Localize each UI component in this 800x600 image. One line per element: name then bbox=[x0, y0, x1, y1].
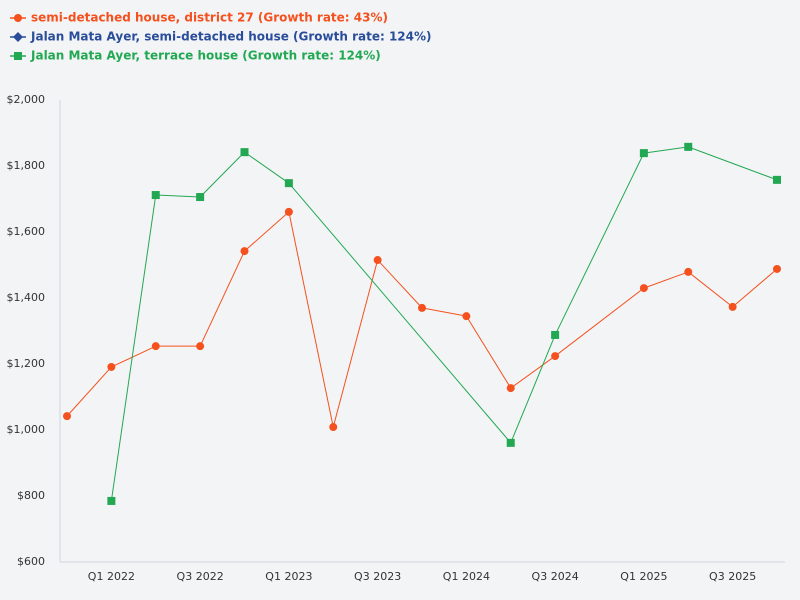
marker bbox=[773, 175, 781, 184]
line-segment bbox=[111, 345, 156, 368]
line-segment bbox=[155, 194, 201, 198]
marker bbox=[63, 412, 71, 421]
y-tick-label: $800 bbox=[17, 489, 45, 502]
legend-text: Jalan Mata Ayer, terrace house (Growth r… bbox=[30, 49, 381, 63]
line-segment bbox=[244, 151, 290, 184]
marker bbox=[639, 149, 648, 158]
x-tick-label: Q1 2025 bbox=[620, 570, 667, 583]
marker bbox=[684, 267, 693, 276]
marker bbox=[284, 207, 293, 216]
y-tick-label: $2,000 bbox=[7, 93, 46, 106]
legend-text: semi-detached house, district 27 (Growth… bbox=[31, 11, 388, 25]
line-segment bbox=[465, 315, 512, 389]
marker bbox=[773, 264, 781, 273]
marker bbox=[240, 247, 249, 256]
y-tick-label: $1,600 bbox=[7, 225, 46, 238]
line-segment bbox=[288, 211, 334, 428]
line-segment bbox=[554, 287, 645, 357]
y-tick-label: $1,000 bbox=[7, 423, 46, 436]
x-tick-label: Q3 2025 bbox=[709, 570, 756, 583]
y-tick-label: $1,400 bbox=[7, 291, 46, 304]
line-segment bbox=[244, 211, 290, 252]
marker bbox=[506, 384, 515, 393]
marker bbox=[462, 312, 471, 321]
line-segment bbox=[687, 271, 733, 308]
line-segment bbox=[554, 152, 645, 336]
marker bbox=[240, 148, 249, 157]
line-segment bbox=[510, 334, 556, 444]
marker bbox=[639, 284, 648, 293]
line-segment bbox=[732, 268, 778, 308]
x-tick-label: Q3 2024 bbox=[532, 570, 579, 583]
marker bbox=[14, 14, 22, 22]
marker bbox=[14, 52, 22, 60]
x-tick-label: Q1 2022 bbox=[88, 570, 135, 583]
line-segment bbox=[688, 146, 778, 181]
marker bbox=[684, 142, 693, 151]
x-tick-label: Q3 2023 bbox=[354, 570, 401, 583]
line-segment bbox=[199, 250, 245, 347]
x-tick-label: Q1 2024 bbox=[443, 570, 490, 583]
x-tick-label: Q1 2023 bbox=[265, 570, 312, 583]
y-tick-label: $1,800 bbox=[7, 159, 46, 172]
marker bbox=[13, 32, 23, 42]
line-segment bbox=[377, 259, 423, 309]
line-segment bbox=[288, 182, 512, 444]
line-segment bbox=[66, 366, 112, 417]
marker bbox=[196, 342, 205, 351]
marker bbox=[551, 330, 560, 339]
y-tick-label: $1,200 bbox=[7, 357, 46, 370]
line-segment bbox=[643, 146, 689, 154]
marker bbox=[196, 193, 205, 202]
line-segment bbox=[199, 151, 245, 198]
marker bbox=[107, 496, 116, 505]
marker bbox=[284, 179, 293, 188]
marker bbox=[151, 191, 160, 200]
line-segment bbox=[421, 307, 467, 317]
marker bbox=[728, 302, 737, 311]
line-segment bbox=[510, 355, 556, 389]
legend-text: Jalan Mata Ayer, semi-detached house (Gr… bbox=[30, 30, 432, 44]
line-segment bbox=[643, 271, 689, 289]
line-segment bbox=[332, 259, 379, 428]
marker bbox=[373, 256, 382, 265]
x-tick-label: Q3 2022 bbox=[177, 570, 224, 583]
marker bbox=[151, 342, 160, 351]
marker bbox=[418, 303, 426, 312]
line-segment bbox=[110, 194, 157, 502]
marker bbox=[551, 352, 560, 361]
marker bbox=[107, 362, 116, 371]
marker bbox=[329, 423, 338, 432]
marker bbox=[506, 438, 515, 447]
y-tick-label: $600 bbox=[17, 555, 45, 568]
